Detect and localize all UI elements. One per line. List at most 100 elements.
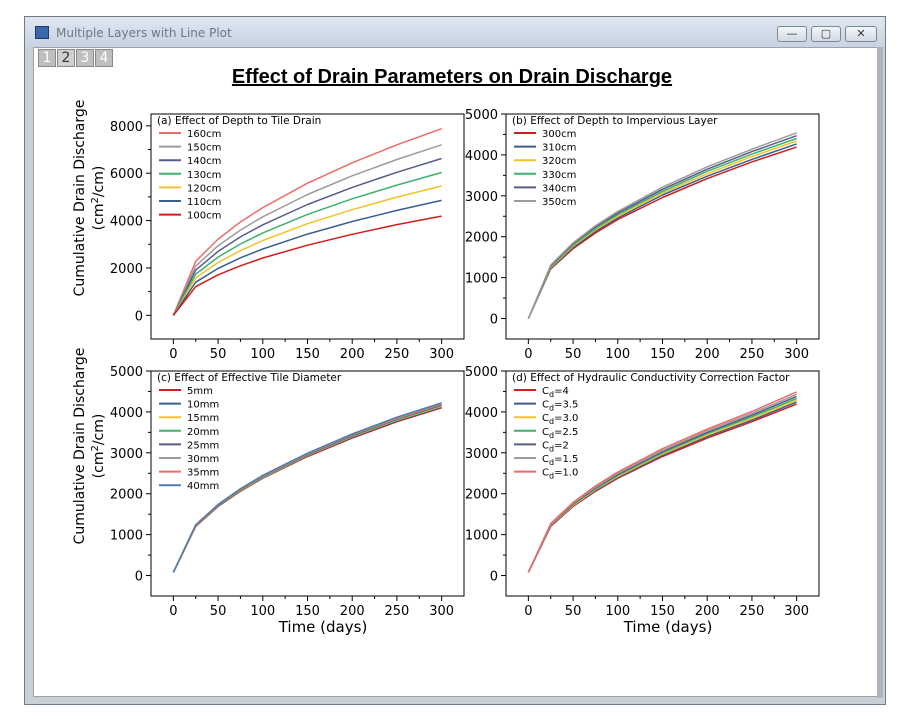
chart-4-ytick-label: 4000	[465, 406, 498, 421]
chart-1-xtick-label: 0	[169, 347, 177, 362]
chart-2-xtick-label: 100	[605, 347, 630, 362]
chart-1-xtick-label: 250	[385, 347, 410, 362]
layer-tab-1[interactable]: 1	[38, 49, 56, 67]
chart-2-xtick-label: 200	[695, 347, 720, 362]
chart-3-ytick-label: 2000	[110, 488, 143, 503]
title-bar[interactable]: Multiple Layers with Line Plot — ▢ ✕	[25, 17, 885, 47]
layer-tab-4[interactable]: 4	[95, 49, 113, 67]
chart-4-xtick-label: 100	[605, 604, 630, 619]
ylabel-bottom-line1: Cumulative Drain Discharge	[72, 348, 88, 545]
chart-4-ytick-label: 0	[490, 570, 498, 585]
layer-tab-2[interactable]: 2	[57, 49, 75, 67]
chart-2-title: (b) Effect of Depth to Impervious Layer	[512, 115, 718, 127]
chart-1-title: (a) Effect of Depth to Tile Drain	[157, 115, 321, 127]
chart-1-ytick-label: 2000	[110, 262, 143, 277]
chart-1-series-line	[172, 127, 442, 316]
chart-4-ytick-label: 3000	[465, 447, 498, 462]
chart-2-xtick-label: 300	[784, 347, 809, 362]
chart-3-legend-label: 25mm	[187, 440, 219, 451]
chart-3-legend-label: 30mm	[187, 454, 219, 465]
xlabel-right: Time (days)	[623, 618, 713, 636]
chart-3-xtick-label: 250	[385, 604, 410, 619]
chart-2-legend-label: 310cm	[542, 143, 576, 154]
chart-3-ytick-label: 3000	[110, 447, 143, 462]
chart-4-xtick-label: 200	[695, 604, 720, 619]
chart-2-xtick-label: 150	[650, 347, 675, 362]
chart-4-xtick-label: 250	[740, 604, 765, 619]
ylabel-top-line1: Cumulative Drain Discharge	[72, 100, 88, 297]
chart-1-ytick-label: 4000	[110, 215, 143, 230]
chart-3-legend-label: 20mm	[187, 427, 219, 438]
chart-4-legend-label: Cd=3.0	[542, 413, 578, 426]
chart-2-ytick-label: 0	[490, 313, 498, 328]
chart-1-xtick-label: 100	[250, 347, 275, 362]
chart-2-legend-label: 320cm	[542, 156, 576, 167]
chart-1-xtick-label: 150	[295, 347, 320, 362]
chart-4-legend-label: Cd=1.0	[542, 468, 578, 481]
chart-3-ytick-label: 4000	[110, 406, 143, 421]
chart-4-legend-label: Cd=2	[542, 440, 569, 453]
chart-4-series-line	[527, 391, 797, 573]
chart-1-series-line	[172, 215, 442, 316]
chart-3-ytick-label: 0	[135, 570, 143, 585]
chart-4-xtick-label: 50	[565, 604, 582, 619]
chart-3-xtick-label: 100	[250, 604, 275, 619]
chart-3-legend-label: 10mm	[187, 400, 219, 411]
chart-1-series-line	[172, 144, 442, 316]
chart-3-ytick-label: 1000	[110, 529, 143, 544]
chart-3-legend-label: 35mm	[187, 468, 219, 479]
chart-4-xtick-label: 0	[524, 604, 532, 619]
chart-4-legend-label: Cd=2.5	[542, 427, 578, 440]
chart-3-ytick-label: 5000	[110, 365, 143, 380]
chart-3-series-line	[172, 402, 442, 573]
chart-1-legend-label: 110cm	[187, 197, 221, 208]
chart-4-legend-label: Cd=3.5	[542, 400, 578, 413]
layer-tab-3[interactable]: 3	[76, 49, 94, 67]
chart-3-xtick-label: 150	[295, 604, 320, 619]
chart-1-xtick-label: 200	[340, 347, 365, 362]
chart-2-legend-label: 340cm	[542, 183, 576, 194]
chart-1-series-line	[172, 185, 442, 316]
chart-2-ytick-label: 4000	[465, 149, 498, 164]
minimize-button[interactable]: —	[777, 26, 807, 42]
chart-3-xtick-label: 50	[210, 604, 227, 619]
chart-2-xtick-label: 50	[565, 347, 582, 362]
chart-2-ytick-label: 3000	[465, 190, 498, 205]
ylabel-bottom-line2: (cm2/cm)	[90, 414, 107, 479]
chart-3-legend-label: 5mm	[187, 386, 213, 397]
chart-2-xtick-label: 250	[740, 347, 765, 362]
chart-1-legend-label: 150cm	[187, 143, 221, 154]
maximize-button[interactable]: ▢	[811, 26, 841, 42]
chart-3-title: (c) Effect of Effective Tile Diameter	[157, 372, 342, 384]
chart-4-legend-label: Cd=1.5	[542, 454, 578, 467]
chart-2-ytick-label: 1000	[465, 272, 498, 287]
xlabel-left: Time (days)	[278, 618, 368, 636]
chart-2-legend-label: 350cm	[542, 197, 576, 208]
chart-1-ytick-label: 0	[135, 309, 143, 324]
chart-4-xtick-label: 150	[650, 604, 675, 619]
chart-1-legend-label: 160cm	[187, 129, 221, 140]
chart-1-xtick-label: 300	[429, 347, 454, 362]
chart-2-ytick-label: 5000	[465, 108, 498, 123]
chart-3-xtick-label: 200	[340, 604, 365, 619]
window-border-strip	[877, 47, 883, 698]
chart-1-series-line	[172, 157, 442, 316]
chart-3-legend-label: 40mm	[187, 481, 219, 492]
chart-3-frame	[150, 370, 465, 597]
chart-1-frame	[150, 113, 465, 340]
chart-3-xtick-label: 300	[429, 604, 454, 619]
chart-1-xtick-label: 50	[210, 347, 227, 362]
chart-4-ytick-label: 2000	[465, 488, 498, 503]
window-title: Multiple Layers with Line Plot	[56, 26, 232, 40]
close-button[interactable]: ✕	[845, 26, 877, 42]
chart-1-series-line	[172, 171, 442, 316]
chart-1-ytick-label: 6000	[110, 167, 143, 182]
chart-1-legend-label: 100cm	[187, 211, 221, 222]
chart-4-title: (d) Effect of Hydraulic Conductivity Cor…	[512, 372, 790, 384]
chart-1-ytick-label: 8000	[110, 120, 143, 135]
chart-3-legend-label: 15mm	[187, 413, 219, 424]
ylabel-top-line2: (cm2/cm)	[90, 166, 107, 231]
chart-1-legend-label: 120cm	[187, 183, 221, 194]
chart-3-xtick-label: 0	[169, 604, 177, 619]
chart-2-legend-label: 330cm	[542, 170, 576, 181]
